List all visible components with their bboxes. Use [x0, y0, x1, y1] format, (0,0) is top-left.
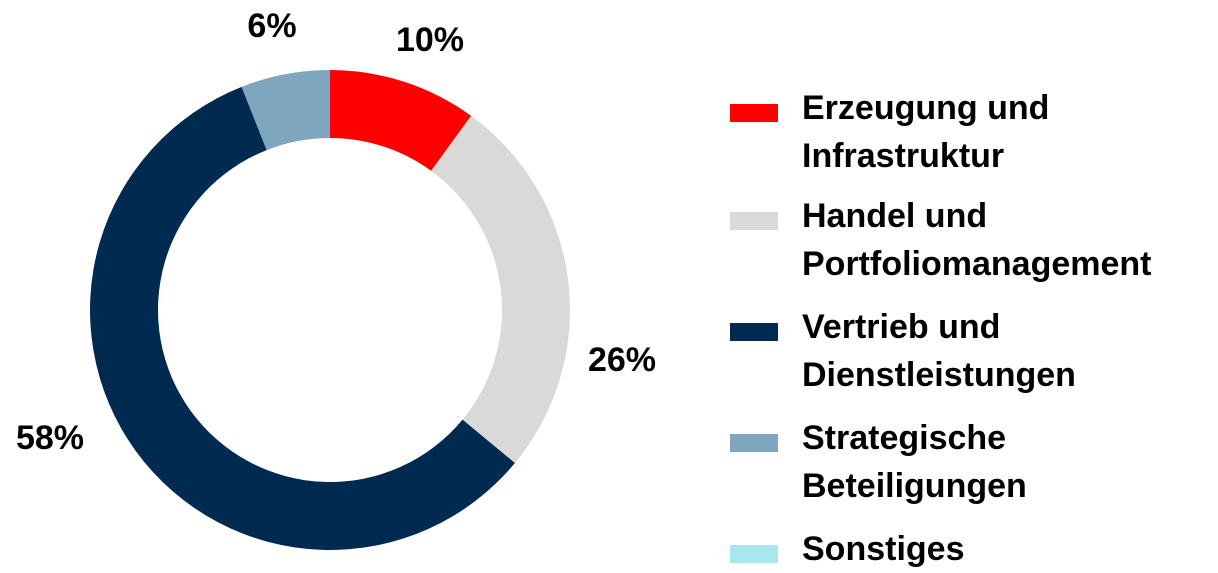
legend-entry: Sonstiges: [730, 530, 964, 573]
legend-label: Vertrieb und Dienstleistungen: [802, 308, 1076, 394]
legend-entry: Handel und Portfoliomanagement: [730, 197, 1151, 288]
legend-swatch: [730, 212, 778, 230]
legend-label: Handel und Portfoliomanagement: [802, 197, 1152, 283]
legend-entry: Erzeugung und Infrastruktur: [730, 89, 1049, 180]
legend-label: Erzeugung und Infrastruktur: [802, 89, 1050, 175]
donut-slice: [330, 70, 472, 171]
data-label: 58%: [16, 419, 84, 457]
chart: 10% 26% 58% 6%: [16, 7, 656, 550]
legend-swatch: [730, 104, 778, 122]
data-label: 10%: [396, 21, 464, 59]
data-label: 26%: [588, 341, 656, 379]
legend-swatch: [730, 323, 778, 341]
legend-swatch: [730, 545, 778, 563]
donut-slice: [90, 86, 515, 550]
legend-label: Sonstiges: [802, 530, 965, 568]
donut-slice: [431, 115, 570, 463]
legend-label: Strategische Beteiligungen: [802, 419, 1027, 505]
legend-entry: Vertrieb und Dienstleistungen: [730, 308, 1076, 399]
donut-slice: [241, 70, 330, 151]
data-label: 6%: [247, 7, 296, 45]
legend-entry: Strategische Beteiligungen: [730, 419, 1027, 510]
legend-swatch: [730, 434, 778, 452]
